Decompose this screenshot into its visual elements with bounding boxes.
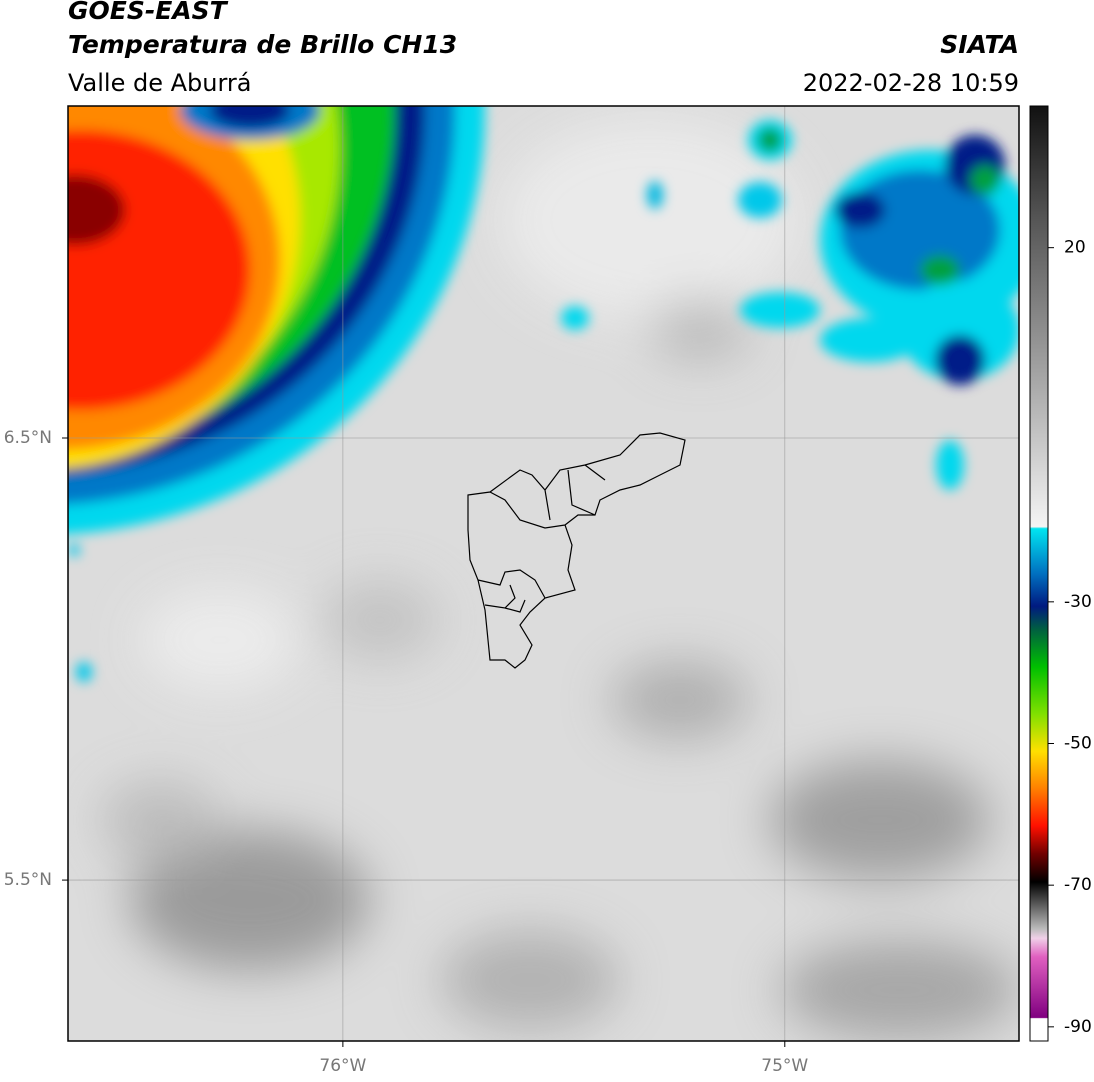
colorbar: [1029, 105, 1049, 1042]
valley-outline: [467, 432, 686, 669]
lon-tick-label: 76°W: [319, 1056, 366, 1076]
subtitle: Temperatura de Brillo CH13: [68, 30, 457, 59]
grid: [62, 106, 1019, 1047]
datetime: 2022-02-28 10:59: [803, 69, 1019, 97]
lat-tick-label: 5.5°N: [4, 870, 52, 890]
region: Valle de Aburrá: [68, 69, 252, 97]
title: GOES-EAST: [68, 0, 229, 25]
colorbar-tick-label: 20: [1064, 238, 1086, 258]
map-frame: [67, 105, 1020, 1042]
colorbar-tick-label: -30: [1064, 592, 1092, 612]
colorbar-tick-label: -70: [1064, 875, 1092, 895]
lon-tick-label: 75°W: [761, 1056, 808, 1076]
source: SIATA: [940, 30, 1019, 59]
satellite-image: [68, 106, 1019, 1041]
colorbar-ticks: 20 -30 -50 -70 -90: [1048, 238, 1092, 1037]
lat-tick-label: 6.5°N: [4, 428, 52, 448]
colorbar-tick-label: -90: [1064, 1017, 1092, 1037]
colorbar-tick-label: -50: [1064, 734, 1092, 754]
